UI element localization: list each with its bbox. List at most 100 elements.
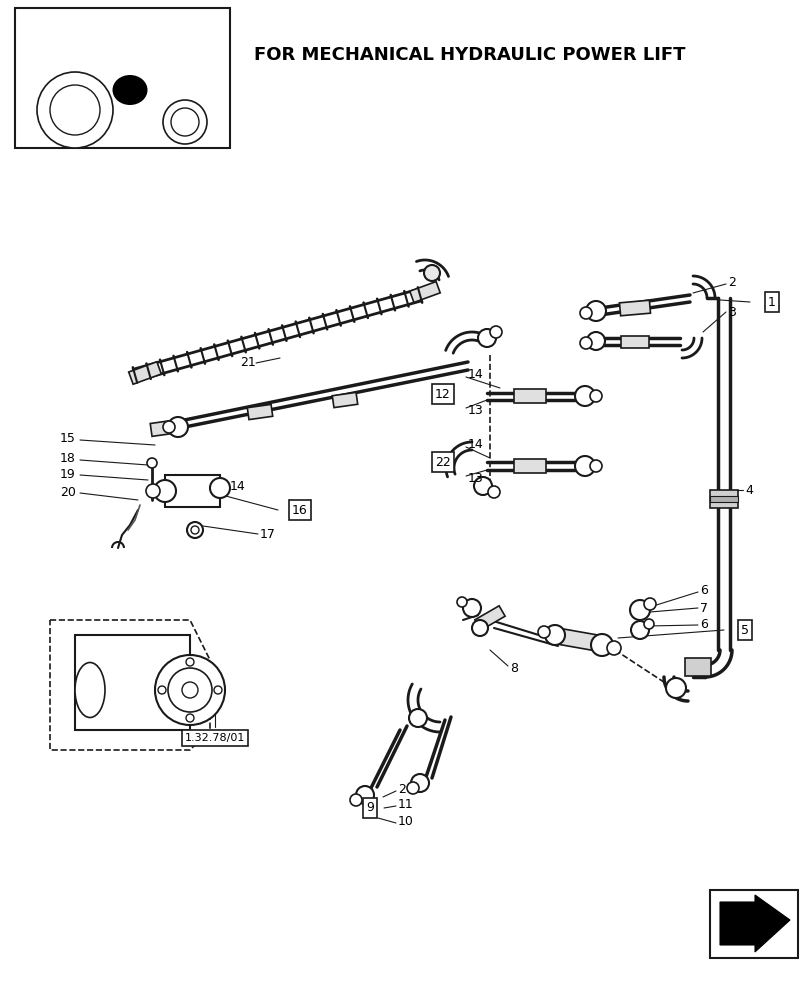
Circle shape	[487, 486, 500, 498]
Circle shape	[355, 786, 374, 804]
Bar	[15, 8, 230, 148]
Circle shape	[191, 526, 199, 534]
Circle shape	[171, 108, 199, 136]
Polygon shape	[90, 55, 200, 108]
Circle shape	[158, 686, 165, 694]
Circle shape	[50, 85, 100, 135]
Text: 3: 3	[727, 306, 735, 318]
Polygon shape	[90, 35, 160, 65]
Text: 11: 11	[397, 798, 414, 811]
Circle shape	[474, 477, 491, 495]
Polygon shape	[474, 606, 504, 630]
Polygon shape	[560, 629, 599, 651]
Text: 18: 18	[60, 452, 75, 464]
Circle shape	[182, 682, 198, 698]
Circle shape	[154, 480, 176, 502]
Circle shape	[350, 794, 362, 806]
Polygon shape	[410, 282, 440, 302]
Circle shape	[586, 301, 605, 321]
Circle shape	[168, 417, 188, 437]
Circle shape	[574, 386, 594, 406]
Text: 7: 7	[699, 601, 707, 614]
Circle shape	[489, 326, 501, 338]
Circle shape	[574, 456, 594, 476]
Text: 1: 1	[767, 296, 775, 308]
Text: 13: 13	[467, 472, 483, 485]
Circle shape	[155, 655, 225, 725]
Text: 6: 6	[699, 584, 707, 596]
Text: 6: 6	[699, 618, 707, 632]
Polygon shape	[619, 300, 650, 316]
Circle shape	[423, 265, 440, 281]
Circle shape	[590, 460, 601, 472]
Text: 2: 2	[727, 275, 735, 288]
Bar	[75, 635, 190, 730]
Bar	[709, 890, 797, 958]
Text: 14: 14	[467, 368, 483, 381]
Circle shape	[579, 337, 591, 349]
Ellipse shape	[75, 662, 105, 718]
Text: 21: 21	[240, 356, 255, 368]
Circle shape	[471, 620, 487, 636]
Circle shape	[210, 478, 230, 498]
Circle shape	[409, 709, 427, 727]
Text: 8: 8	[509, 662, 517, 674]
Circle shape	[643, 598, 655, 610]
Text: 14: 14	[230, 481, 246, 493]
Circle shape	[186, 658, 194, 666]
Circle shape	[544, 625, 564, 645]
Polygon shape	[719, 895, 789, 952]
Circle shape	[163, 421, 175, 433]
Circle shape	[163, 100, 207, 144]
Circle shape	[478, 329, 496, 347]
Text: 17: 17	[260, 528, 276, 542]
Circle shape	[462, 599, 480, 617]
Circle shape	[146, 484, 160, 498]
Circle shape	[590, 634, 612, 656]
Polygon shape	[620, 336, 648, 348]
Text: FOR MECHANICAL HYDRAULIC POWER LIFT: FOR MECHANICAL HYDRAULIC POWER LIFT	[254, 46, 685, 64]
Circle shape	[457, 597, 466, 607]
Circle shape	[186, 714, 194, 722]
Bar	[709, 496, 737, 502]
Circle shape	[187, 522, 203, 538]
Text: 15: 15	[60, 432, 75, 444]
Polygon shape	[50, 620, 210, 750]
Bar	[165, 475, 220, 507]
Circle shape	[586, 332, 604, 350]
Text: 9: 9	[366, 801, 374, 814]
Circle shape	[629, 600, 649, 620]
Circle shape	[168, 668, 212, 712]
Circle shape	[147, 458, 157, 468]
Text: 16: 16	[292, 504, 307, 516]
Text: 13: 13	[467, 403, 483, 416]
Text: 4: 4	[744, 484, 752, 496]
Polygon shape	[247, 404, 272, 420]
Circle shape	[406, 782, 418, 794]
Polygon shape	[128, 362, 161, 384]
Circle shape	[214, 686, 221, 694]
Text: 14: 14	[467, 438, 483, 452]
Circle shape	[590, 390, 601, 402]
Circle shape	[579, 307, 591, 319]
Circle shape	[410, 774, 428, 792]
Text: 1.32.78/01: 1.32.78/01	[185, 733, 245, 743]
Bar	[709, 490, 737, 508]
Ellipse shape	[113, 75, 148, 105]
Text: 22: 22	[435, 456, 450, 468]
Text: 5: 5	[740, 624, 748, 637]
Polygon shape	[150, 420, 179, 436]
Text: 2: 2	[397, 783, 406, 796]
Text: 20: 20	[60, 486, 75, 498]
Circle shape	[538, 626, 549, 638]
Circle shape	[665, 678, 685, 698]
Polygon shape	[513, 389, 545, 403]
Circle shape	[607, 641, 620, 655]
Polygon shape	[332, 392, 358, 408]
Text: 19: 19	[60, 468, 75, 481]
Text: 12: 12	[435, 387, 450, 400]
Bar	[684, 658, 710, 676]
Circle shape	[630, 621, 648, 639]
Polygon shape	[513, 459, 545, 473]
Circle shape	[643, 619, 653, 629]
